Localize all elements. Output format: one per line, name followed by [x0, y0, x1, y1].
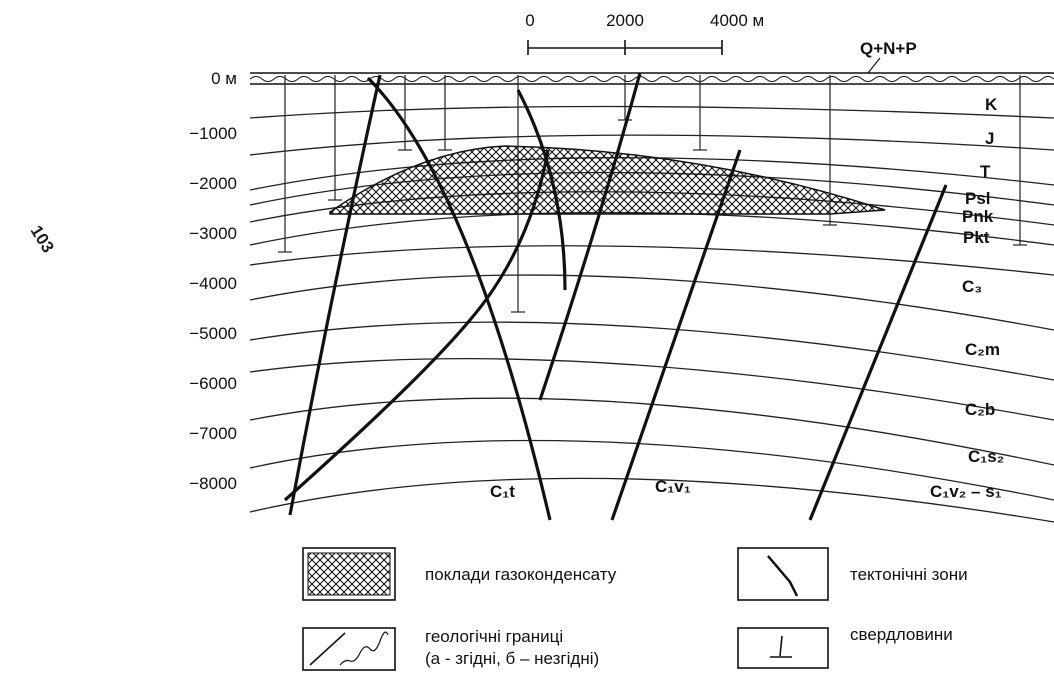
layer-label: C₁v₂ – s₁ — [930, 482, 1002, 501]
depth-label: 0 м — [211, 69, 237, 88]
layer-label: Pkt — [963, 228, 990, 247]
legend — [302, 547, 829, 671]
legend-label: (а - згідні, б – незгідні) — [425, 649, 599, 668]
horizon — [249, 357, 1054, 421]
layer-label: C₁s₂ — [968, 447, 1004, 466]
scale-label: 2000 — [606, 11, 644, 30]
horizon — [249, 477, 1054, 523]
legend-label: свердловини — [850, 625, 953, 644]
horizon — [249, 321, 1054, 381]
legend-label: геологічні границі — [425, 627, 563, 646]
legend-label: поклади газоконденсату — [425, 565, 617, 584]
depth-label: −5000 — [189, 324, 237, 343]
surface — [249, 57, 1054, 85]
labels: 0 2000 4000 м 0 м −1000 −2000 −3000 −4000 −5000 −… — [189, 11, 1004, 668]
horizon — [249, 274, 1054, 331]
layer-label: C₁v₁ — [655, 477, 691, 496]
horizon — [249, 439, 1054, 501]
horizon — [249, 105, 1054, 119]
gas-deposit — [329, 145, 886, 215]
layer-label: Q+N+P — [860, 39, 917, 58]
layer-label: J — [985, 129, 994, 148]
layer-label: C₂b — [965, 400, 995, 419]
layer-label: C₁t — [490, 482, 515, 501]
depth-label: −4000 — [189, 274, 237, 293]
layer-label: T — [980, 162, 991, 181]
legend-label: тектонічні зони — [850, 565, 968, 584]
scale-bar — [527, 40, 723, 55]
wells — [278, 75, 1027, 313]
faults — [283, 72, 948, 521]
scale-label: 0 — [525, 11, 534, 30]
layer-label: Psl — [965, 189, 991, 208]
depth-label: −8000 — [189, 474, 237, 493]
depth-label: −2000 — [189, 174, 237, 193]
layer-label: C₃ — [962, 277, 982, 296]
depth-label: −3000 — [189, 224, 237, 243]
depth-label: −7000 — [189, 424, 237, 443]
layer-label: C₂m — [965, 340, 1000, 359]
horizon — [249, 134, 1054, 156]
scale-label: 4000 м — [710, 11, 764, 30]
layer-label: K — [985, 95, 998, 114]
depth-label: −6000 — [189, 374, 237, 393]
layer-label: Pnk — [962, 207, 994, 226]
horizon — [249, 397, 1054, 466]
depth-label: −1000 — [189, 124, 237, 143]
